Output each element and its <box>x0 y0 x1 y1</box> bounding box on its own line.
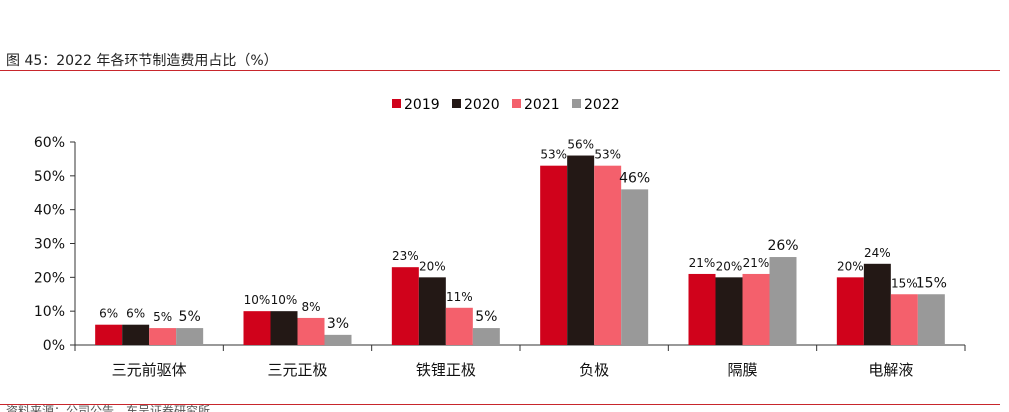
x-category-label: 隔膜 <box>727 361 757 379</box>
data-label-2022: 46% <box>619 170 650 186</box>
x-category-label: 铁锂正极 <box>416 361 476 379</box>
legend-swatch-2019 <box>392 99 401 108</box>
data-label-2020: 20% <box>419 259 446 273</box>
y-tick-label: 40% <box>34 203 65 219</box>
data-label-2022: 26% <box>767 238 798 254</box>
data-label-2022: 15% <box>916 275 947 291</box>
bar-2020 <box>122 324 150 345</box>
data-label-2021: 21% <box>743 256 770 270</box>
bar-2020 <box>270 311 298 345</box>
bar-2020 <box>715 277 743 345</box>
legend-label-2019: 2019 <box>404 97 440 113</box>
bar-2022 <box>472 328 500 345</box>
data-label-2020: 6% <box>126 307 145 321</box>
bar-2021 <box>149 328 177 345</box>
bar-2022 <box>621 189 649 345</box>
data-label-2022: 5% <box>475 309 497 325</box>
data-label-2020: 56% <box>567 138 594 152</box>
source-note: 资料来源：公司公告，东吴证券研究所 <box>6 405 211 412</box>
data-label-2021: 15% <box>891 276 918 290</box>
data-label-2021: 11% <box>446 290 473 304</box>
data-label-2019: 20% <box>837 259 864 273</box>
bar-2022 <box>769 257 797 345</box>
bar-2019 <box>243 311 271 345</box>
bar-2020 <box>567 155 595 345</box>
y-tick-label: 50% <box>34 169 65 185</box>
data-labels-group: 6% 6% 5% 5%10% 10% 8%3%23%20%11%5%53%56%53%46… <box>99 138 947 332</box>
x-axis: 三元前驱体 三元正极 铁锂正极 负极 隔膜 电解液 <box>74 344 966 379</box>
bar-2019 <box>540 165 568 345</box>
data-label-2021: 8% <box>301 300 320 314</box>
data-label-2019: 6% <box>99 307 118 321</box>
legend-swatch-2020 <box>452 99 461 108</box>
bar-2019 <box>836 277 864 345</box>
data-label-2022: 3% <box>327 316 349 332</box>
bar-2021 <box>742 273 770 345</box>
data-label-2021: 5% <box>153 310 172 324</box>
data-label-2020: 20% <box>716 259 743 273</box>
y-tick-label: 60% <box>34 135 65 151</box>
x-category-label: 三元正极 <box>267 361 327 379</box>
bar-2019 <box>688 273 716 345</box>
data-label-2022: 5% <box>179 309 201 325</box>
x-category-label: 电解液 <box>868 361 913 379</box>
data-label-2020: 10% <box>271 293 298 307</box>
legend-swatch-2021 <box>512 99 521 108</box>
bar-2022 <box>176 328 204 345</box>
legend-label-2022: 2022 <box>584 97 620 113</box>
legend-swatch-2022 <box>572 99 581 108</box>
bar-2022 <box>917 294 945 345</box>
y-tick-label: 30% <box>34 237 65 253</box>
bar-2021 <box>445 307 473 345</box>
y-axis: 0% 10% 20% 30% 40% 50% 60% <box>34 135 76 354</box>
bar-2019 <box>95 324 123 345</box>
data-label-2021: 53% <box>594 148 621 162</box>
data-label-2019: 21% <box>689 256 716 270</box>
chart-legend: 2019 2020 2021 2022 <box>392 97 620 113</box>
data-label-2019: 23% <box>392 249 419 263</box>
bar-2020 <box>863 263 891 345</box>
y-tick-label: 20% <box>34 270 65 286</box>
x-category-label: 三元前驱体 <box>112 361 187 379</box>
bar-2020 <box>418 277 446 345</box>
legend-label-2020: 2020 <box>464 97 500 113</box>
data-label-2019: 53% <box>540 148 567 162</box>
figure-title: 图 45：2022 年各环节制造费用占比（%） <box>6 53 278 69</box>
x-category-label: 负极 <box>579 361 609 379</box>
legend-label-2021: 2021 <box>524 97 560 113</box>
bar-2021 <box>297 317 325 345</box>
y-tick-label: 0% <box>43 338 65 354</box>
data-label-2020: 24% <box>864 246 891 260</box>
bar-2019 <box>391 267 419 345</box>
y-tick-label: 10% <box>34 304 65 320</box>
title-divider <box>0 70 1000 71</box>
data-label-2019: 10% <box>244 293 271 307</box>
bar-series-group <box>95 155 945 345</box>
source-divider <box>0 404 1000 405</box>
bar-2022 <box>324 334 352 345</box>
bar-2021 <box>594 165 622 345</box>
bar-2021 <box>890 294 918 345</box>
